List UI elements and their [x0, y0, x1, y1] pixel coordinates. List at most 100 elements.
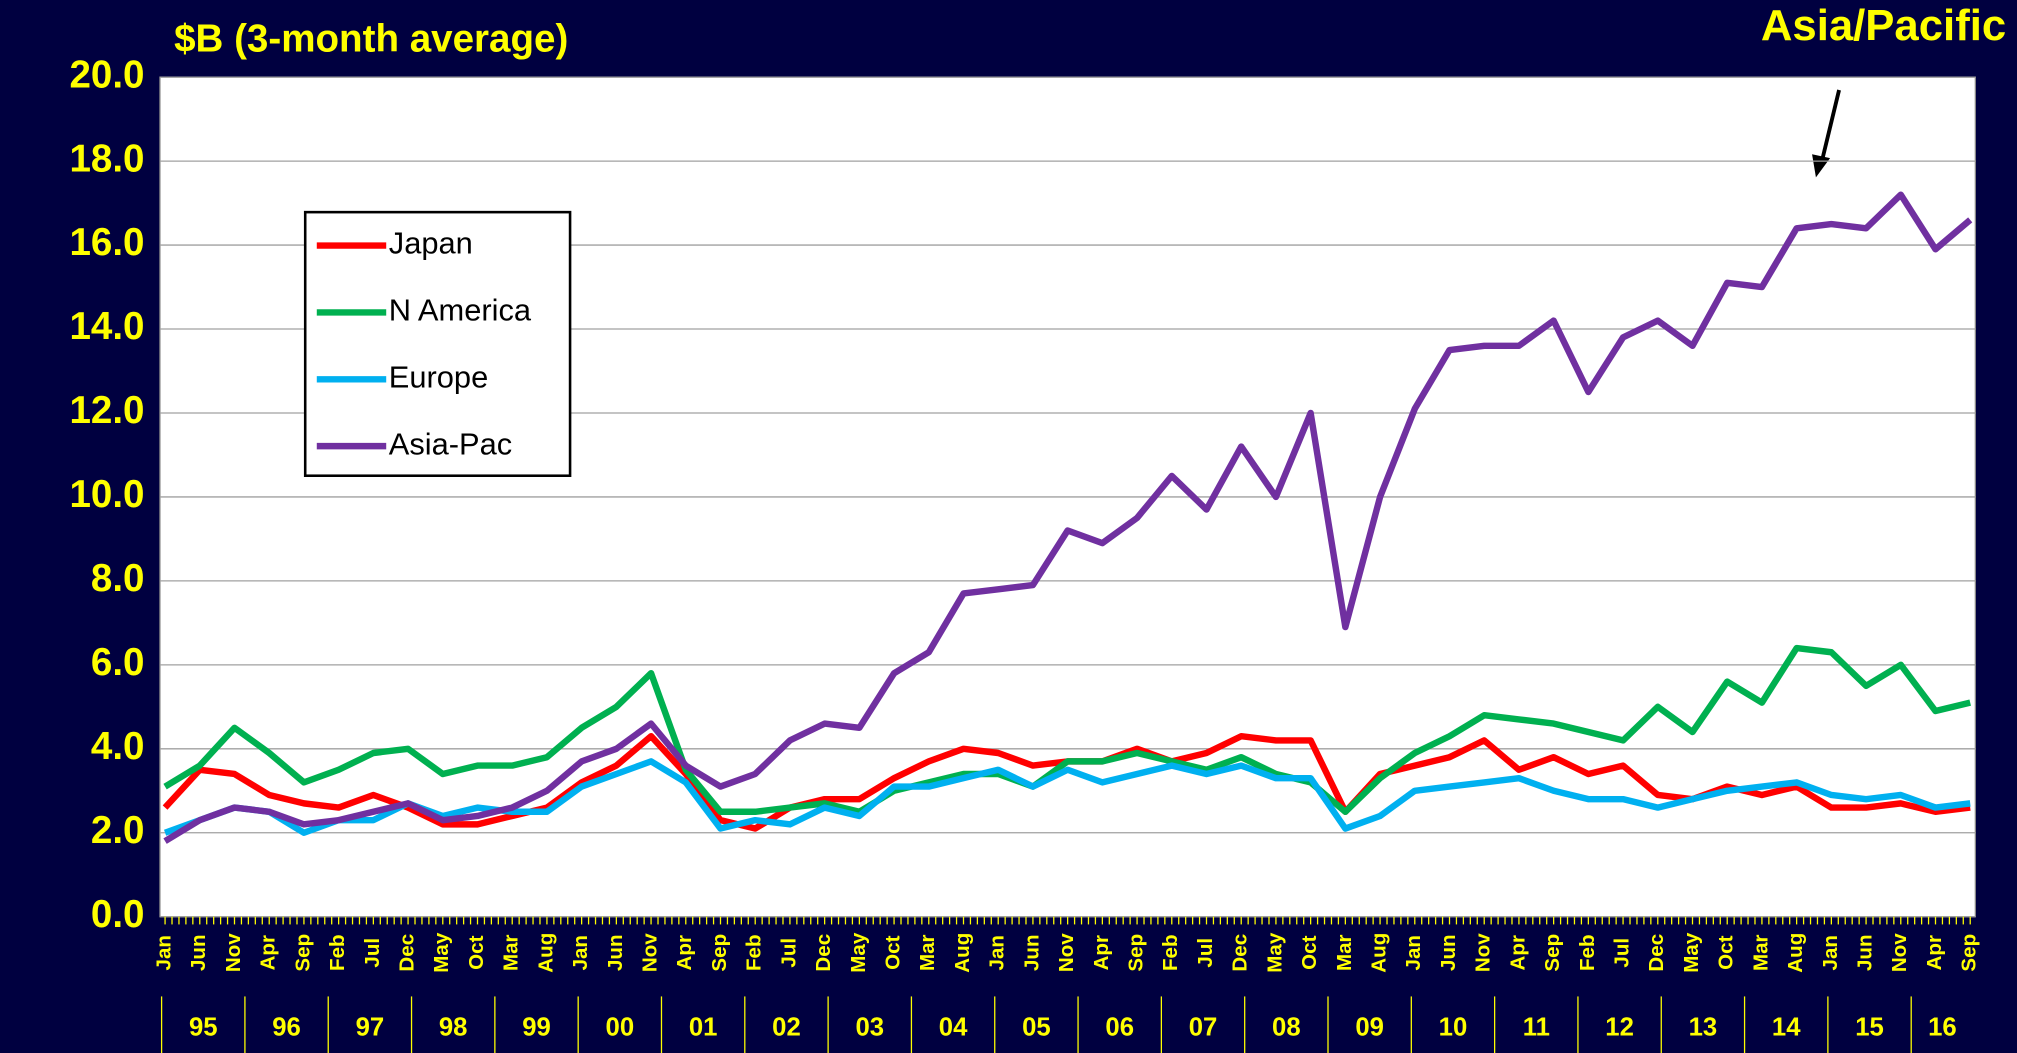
x-tick-label: Oct: [465, 935, 488, 969]
year-label: 14: [1772, 1013, 1801, 1041]
legend: [303, 210, 572, 477]
x-tick-label: Nov: [222, 933, 245, 972]
year-label: 15: [1855, 1013, 1884, 1041]
legend-label: Europe: [389, 359, 488, 394]
x-tick-label: Nov: [639, 933, 662, 972]
x-tick-label: May: [1680, 932, 1703, 973]
y-tick-label: 4.0: [91, 725, 145, 768]
x-tick-label: May: [430, 932, 453, 973]
x-tick-label: Jan: [153, 935, 176, 970]
year-label: 95: [189, 1013, 218, 1041]
x-tick-label: Feb: [1576, 934, 1599, 971]
year-label: 96: [272, 1013, 301, 1041]
x-tick-label: Jan: [1819, 935, 1842, 970]
year-label: 09: [1355, 1013, 1384, 1041]
year-label: 16: [1928, 1013, 1957, 1041]
x-tick-label: Apr: [673, 935, 696, 970]
x-tick-label: Jan: [1402, 935, 1425, 970]
x-tick-label: Jan: [986, 935, 1009, 970]
x-tick-label: Feb: [743, 934, 766, 971]
x-tick-label: Sep: [708, 934, 731, 972]
x-tick-label: Mar: [1749, 934, 1772, 971]
x-tick-label: Feb: [326, 934, 349, 971]
year-label: 99: [522, 1013, 551, 1041]
year-label: 13: [1689, 1013, 1718, 1041]
year-label: 10: [1439, 1013, 1468, 1041]
x-tick-label: Aug: [1784, 933, 1807, 973]
year-label: 06: [1105, 1013, 1134, 1041]
y-tick-label: 18.0: [69, 137, 144, 180]
x-tick-label: Jun: [604, 934, 627, 971]
x-tick-label: Feb: [1159, 934, 1182, 971]
x-tick-label: Jun: [1854, 934, 1877, 971]
x-tick-label: Jun: [1020, 934, 1043, 971]
x-tick-label: Sep: [1125, 934, 1148, 972]
y-tick-label: 12.0: [69, 389, 144, 432]
x-tick-label: Aug: [534, 933, 557, 973]
annotation: Asia/Pacific: [1761, 1, 2006, 50]
year-label: 11: [1523, 1013, 1550, 1041]
annotation-arrow: [1819, 89, 1841, 166]
x-tick-label: Oct: [882, 935, 905, 969]
series-line: [163, 644, 1971, 815]
year-label: 07: [1189, 1013, 1218, 1041]
x-tick-label: Apr: [1090, 935, 1113, 970]
y-tick-label: 14.0: [69, 305, 144, 348]
legend-label: Japan: [389, 226, 473, 261]
x-tick-label: Sep: [291, 934, 314, 972]
x-tick-label: Jun: [1437, 934, 1460, 971]
y-tick-label: 8.0: [91, 557, 145, 600]
lines: [162, 191, 1973, 844]
x-tick-label: Dec: [396, 934, 419, 972]
y-tick-label: 6.0: [91, 641, 145, 684]
year-label: 05: [1022, 1013, 1051, 1041]
x-tick-label: Apr: [257, 935, 280, 970]
year-label: 03: [855, 1013, 884, 1041]
x-tick-label: May: [1263, 932, 1286, 973]
y-tick-label: 16.0: [69, 221, 144, 264]
x-tick-label: Mar: [916, 934, 939, 971]
year-label: 01: [689, 1013, 718, 1041]
x-tick-label: Jul: [1611, 938, 1634, 968]
x-tick-label: Dec: [812, 934, 835, 972]
x-tick-label: Jul: [1194, 938, 1217, 968]
x-tick-label: Nov: [1055, 933, 1078, 972]
x-tick-label: May: [847, 932, 870, 973]
x-tick-label: Sep: [1958, 934, 1981, 972]
x-tick-label: Oct: [1715, 935, 1738, 969]
x-tick-label: Mar: [500, 934, 523, 971]
y-tick-label: 0.0: [91, 893, 145, 936]
series-line: [163, 758, 1971, 836]
y-tick-label: 2.0: [91, 809, 145, 852]
year-label: 97: [356, 1013, 385, 1041]
y-tick-label: 20.0: [69, 53, 144, 96]
year-label: 08: [1272, 1013, 1301, 1041]
x-tick-label: Jan: [569, 935, 592, 970]
year-label: 98: [439, 1013, 468, 1041]
x-tick-label: Jul: [777, 938, 800, 968]
x-tick-label: Oct: [1298, 935, 1321, 969]
chart-title: $B (3-month average): [174, 17, 568, 60]
x-tick-label: Dec: [1645, 934, 1668, 972]
x-tick-label: Nov: [1472, 933, 1495, 972]
series-line: [163, 191, 1973, 844]
y-tick-label: 10.0: [69, 473, 144, 516]
year-label: 12: [1605, 1013, 1634, 1041]
x-tick-label: Aug: [1368, 933, 1391, 973]
year-label: 04: [939, 1013, 968, 1041]
annotation-arrowhead: [1812, 154, 1831, 178]
year-label: 02: [772, 1013, 801, 1041]
x-tick-label: Apr: [1506, 935, 1529, 970]
legend-label: N America: [389, 293, 532, 328]
x-tick-label: Jun: [187, 934, 210, 971]
x-tick-label: Nov: [1888, 933, 1911, 972]
x-tick-label: Aug: [951, 933, 974, 973]
axes: 0.0 2.0 4.0 6.0 8.0 10.0 12.0 14.0 16.0 18.0 20.0 J…: [69, 53, 1981, 1053]
x-tick-label: Apr: [1923, 935, 1946, 970]
legend-label: Asia-Pac: [389, 426, 512, 461]
x-tick-label: Sep: [1541, 934, 1564, 972]
x-tick-label: Mar: [1333, 934, 1356, 971]
x-tick-label: Dec: [1229, 934, 1252, 972]
